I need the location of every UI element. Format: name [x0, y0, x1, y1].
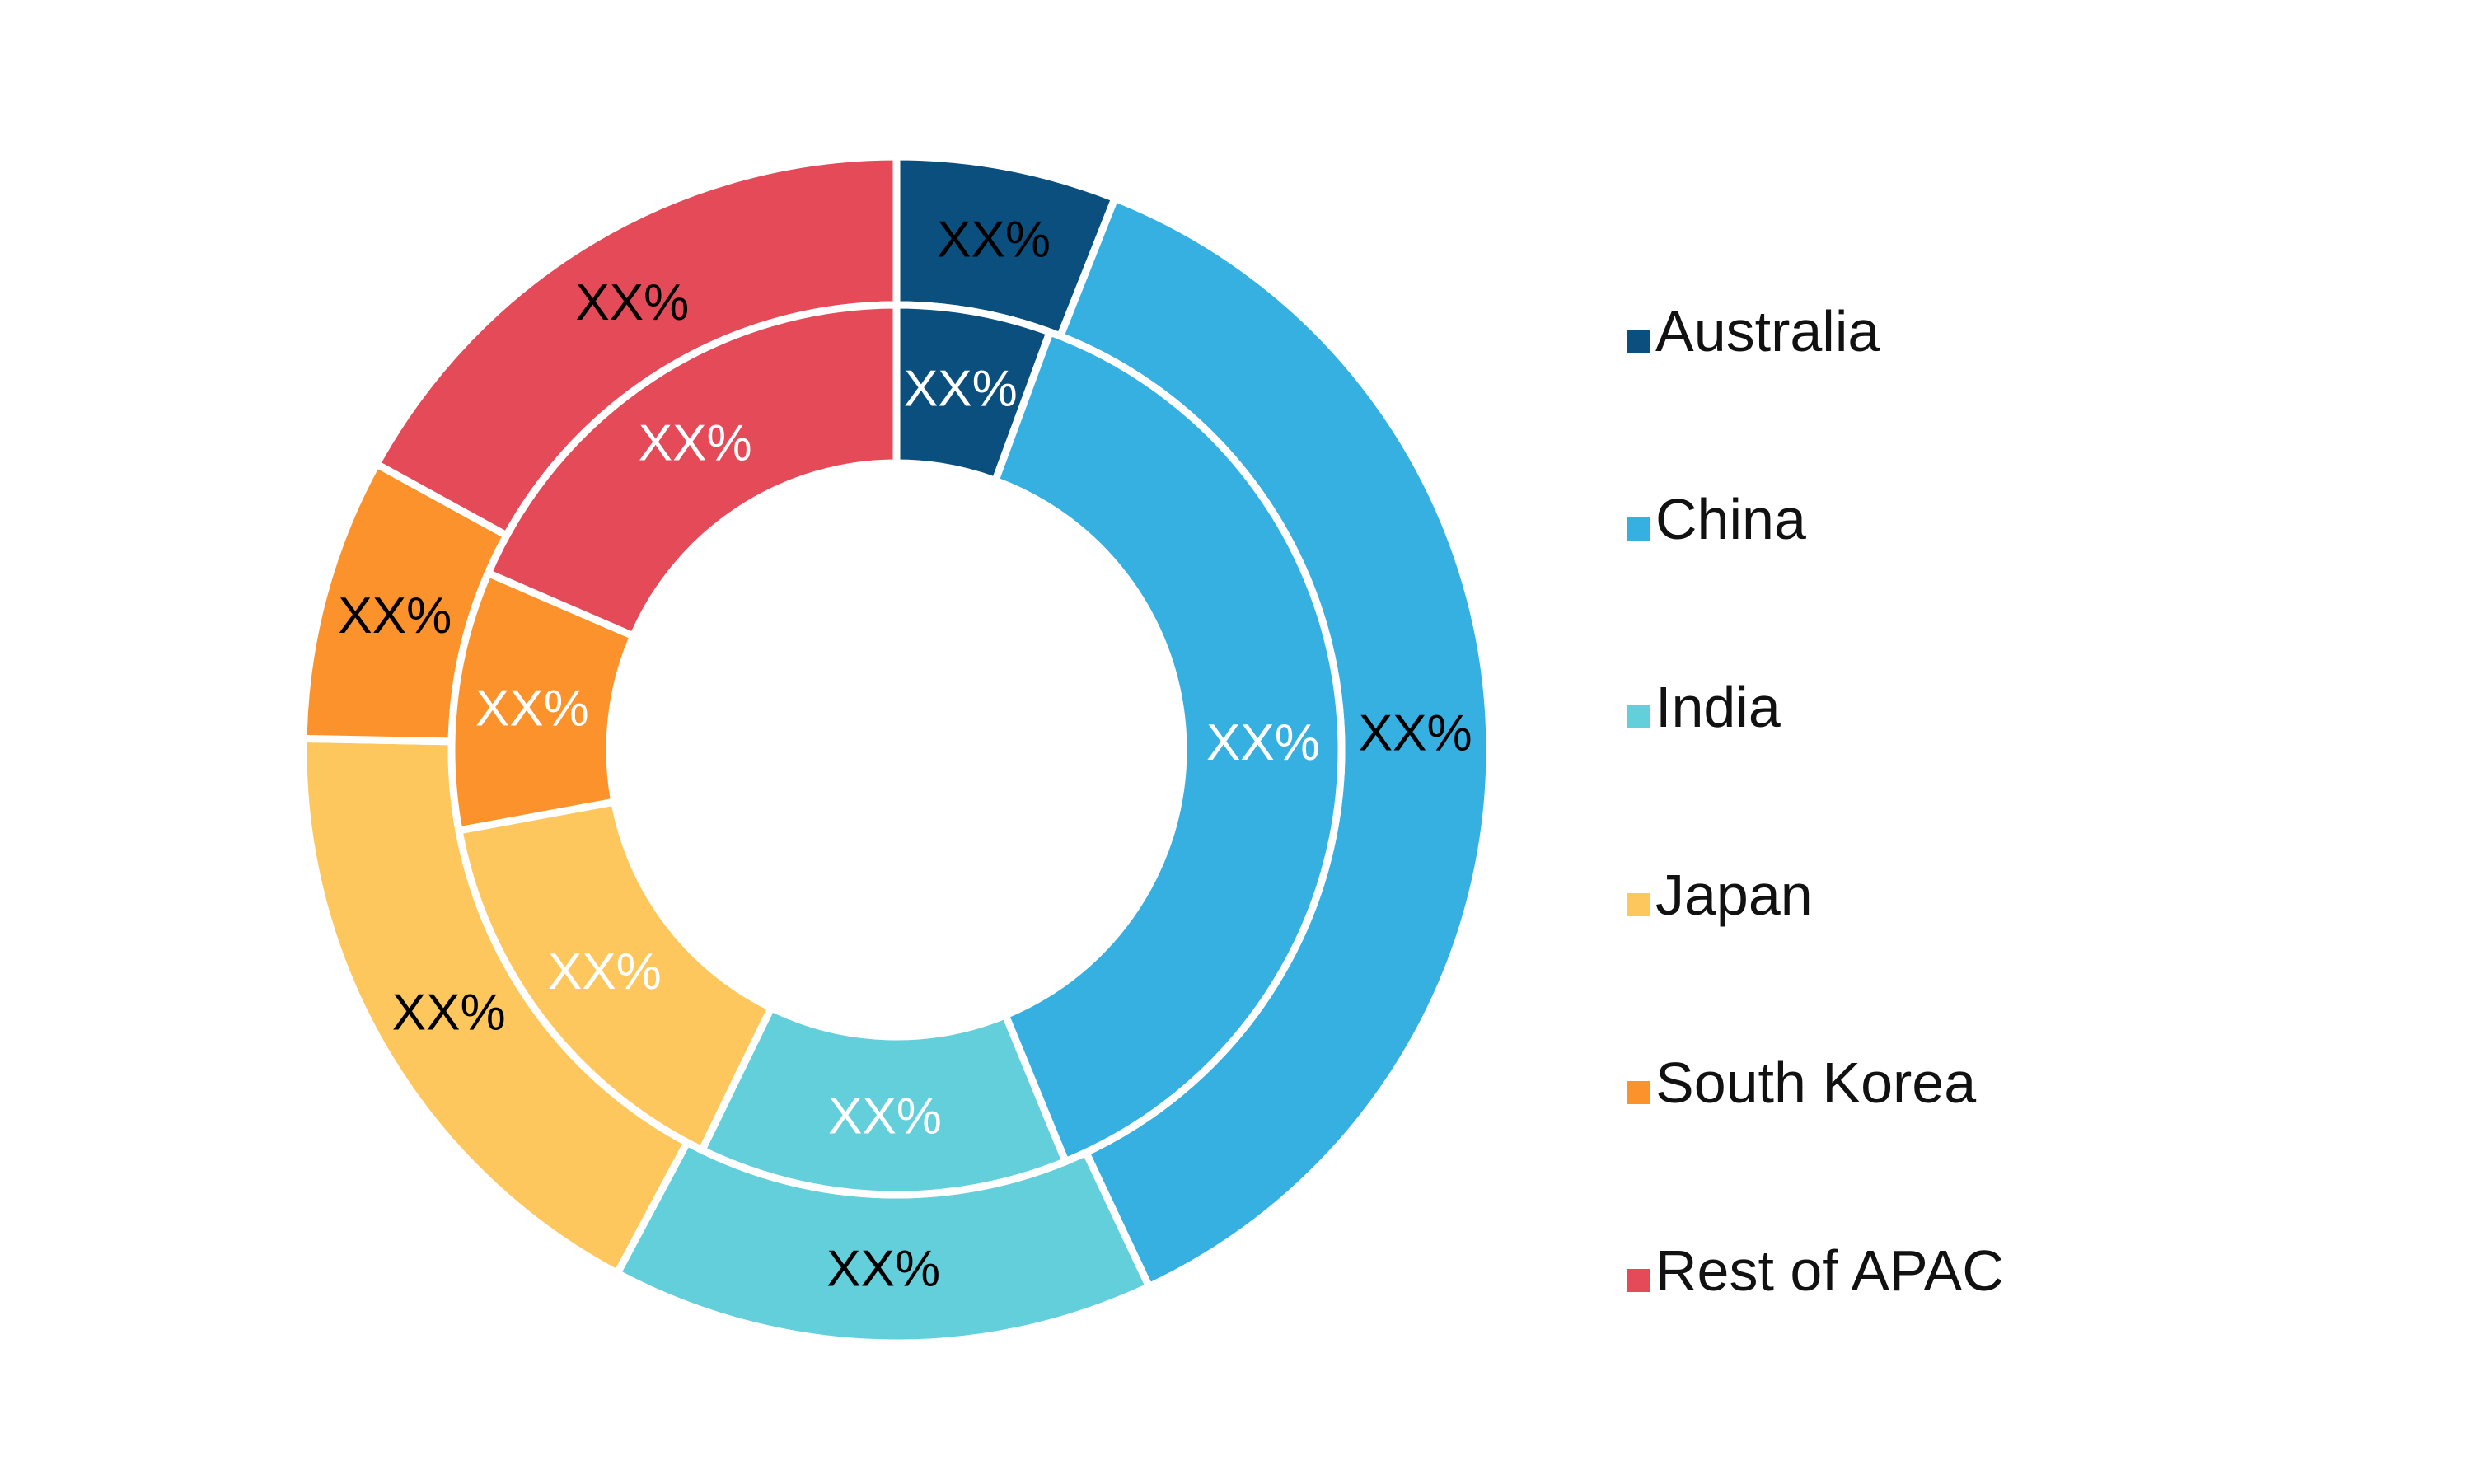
legend-item-china[interactable]: China: [1627, 435, 2369, 623]
legend-swatch-china: [1627, 517, 1650, 541]
legend-label-japan: Japan: [1655, 863, 1813, 927]
legend-item-japan[interactable]: Japan: [1627, 811, 2369, 999]
inner-slice-rest-of-apac[interactable]: [483, 301, 901, 641]
outer-label-australia: XX%: [937, 212, 1051, 269]
legend-label-south-korea: South Korea: [1655, 1051, 1977, 1115]
legend-swatch-rest-of-apac: [1627, 1269, 1650, 1292]
inner-label-japan: XX%: [548, 943, 662, 1000]
legend-item-india[interactable]: India: [1627, 623, 2369, 811]
legend-swatch-australia: [1627, 330, 1650, 353]
inner-ring: [447, 301, 1346, 1199]
legend: Australia China India Japan South Korea …: [1627, 247, 2369, 1374]
inner-label-australia: XX%: [904, 360, 1018, 417]
outer-label-china: XX%: [1359, 705, 1472, 762]
legend-label-rest-of-apac: Rest of APAC: [1655, 1238, 2004, 1303]
legend-swatch-japan: [1627, 893, 1650, 916]
slice-labels: XX% XX% XX% XX% XX% XX% XX% XX% XX% XX% XX% XX%: [338, 212, 1472, 1298]
inner-slice-india[interactable]: [696, 1002, 1070, 1199]
inner-label-south-korea: XX%: [475, 680, 589, 737]
outer-label-rest-of-apac: XX%: [575, 274, 689, 331]
inner-label-rest-of-apac: XX%: [639, 415, 752, 472]
inner-label-china: XX%: [1206, 714, 1320, 771]
legend-item-rest-of-apac[interactable]: Rest of APAC: [1627, 1187, 2369, 1374]
legend-item-south-korea[interactable]: South Korea: [1627, 999, 2369, 1187]
legend-label-australia: Australia: [1655, 299, 1880, 363]
inner-slice-china[interactable]: [990, 327, 1346, 1167]
outer-label-south-korea: XX%: [338, 588, 452, 644]
outer-label-india: XX%: [826, 1240, 940, 1297]
legend-item-australia[interactable]: Australia: [1627, 247, 2369, 435]
inner-label-india: XX%: [828, 1088, 942, 1145]
outer-label-japan: XX%: [392, 984, 506, 1041]
legend-label-china: China: [1655, 487, 1806, 551]
legend-swatch-south-korea: [1627, 1081, 1650, 1104]
legend-label-india: India: [1655, 675, 1781, 739]
inner-slice-japan[interactable]: [454, 797, 776, 1155]
legend-swatch-india: [1627, 705, 1650, 728]
